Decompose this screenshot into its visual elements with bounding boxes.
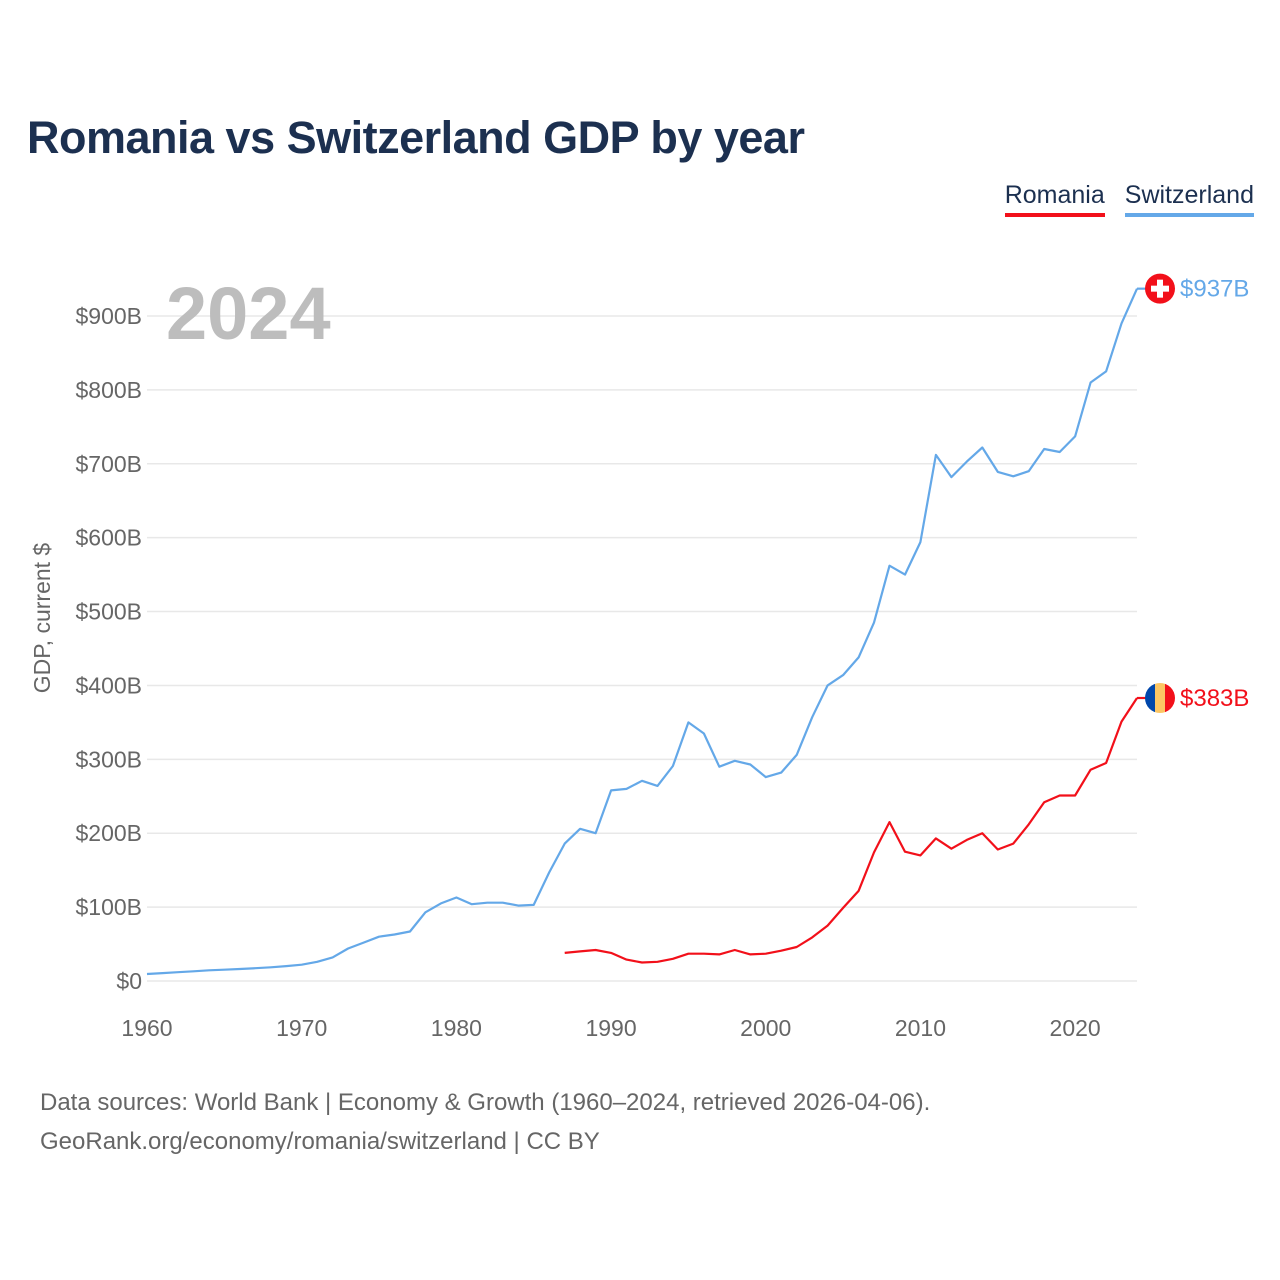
romania-flag-icon (1145, 683, 1175, 714)
series-line-romania (564, 697, 1138, 964)
x-tick-label: 1960 (121, 1015, 172, 1041)
data-sources: Data sources: World Bank | Economy & Gro… (40, 1089, 931, 1116)
y-tick-label: $400B (75, 672, 142, 698)
series-line-switzerland (146, 288, 1139, 976)
y-tick-label: $500B (75, 599, 142, 625)
y-tick-label: $700B (75, 451, 142, 477)
x-tick-label: 1980 (431, 1015, 482, 1041)
x-tick-label: 2000 (740, 1015, 791, 1041)
y-tick-label: $800B (75, 377, 142, 403)
y-tick-label: $0 (116, 968, 142, 994)
legend-item-romania[interactable]: Romania (1004, 181, 1105, 217)
x-tick-label: 2010 (895, 1015, 946, 1041)
x-tick-label: 1990 (585, 1015, 636, 1041)
y-tick-label: $600B (75, 525, 142, 551)
footer: Data sources: World Bank | Economy & Gro… (40, 1083, 930, 1161)
y-axis-label: GDP, current $ (29, 543, 55, 694)
x-tick-label: 2020 (1050, 1015, 1101, 1041)
legend: Romania Switzerland (1004, 181, 1254, 217)
year-watermark: 2024 (166, 272, 331, 355)
y-tick-label: $100B (75, 894, 142, 920)
end-value-label-romania: $383B (1180, 685, 1249, 712)
source-link[interactable]: GeoRank.org/economy/romania/switzerland … (40, 1128, 600, 1155)
end-value-label-switzerland: $937B (1180, 276, 1249, 303)
legend-item-switzerland[interactable]: Switzerland (1124, 181, 1254, 217)
x-tick-label: 1970 (276, 1015, 327, 1041)
chart-title: Romania vs Switzerland GDP by year (27, 112, 805, 163)
y-tick-label: $900B (75, 303, 142, 329)
switzerland-flag-icon (1145, 273, 1175, 304)
y-tick-label: $300B (75, 746, 142, 772)
y-tick-label: $200B (75, 820, 142, 846)
